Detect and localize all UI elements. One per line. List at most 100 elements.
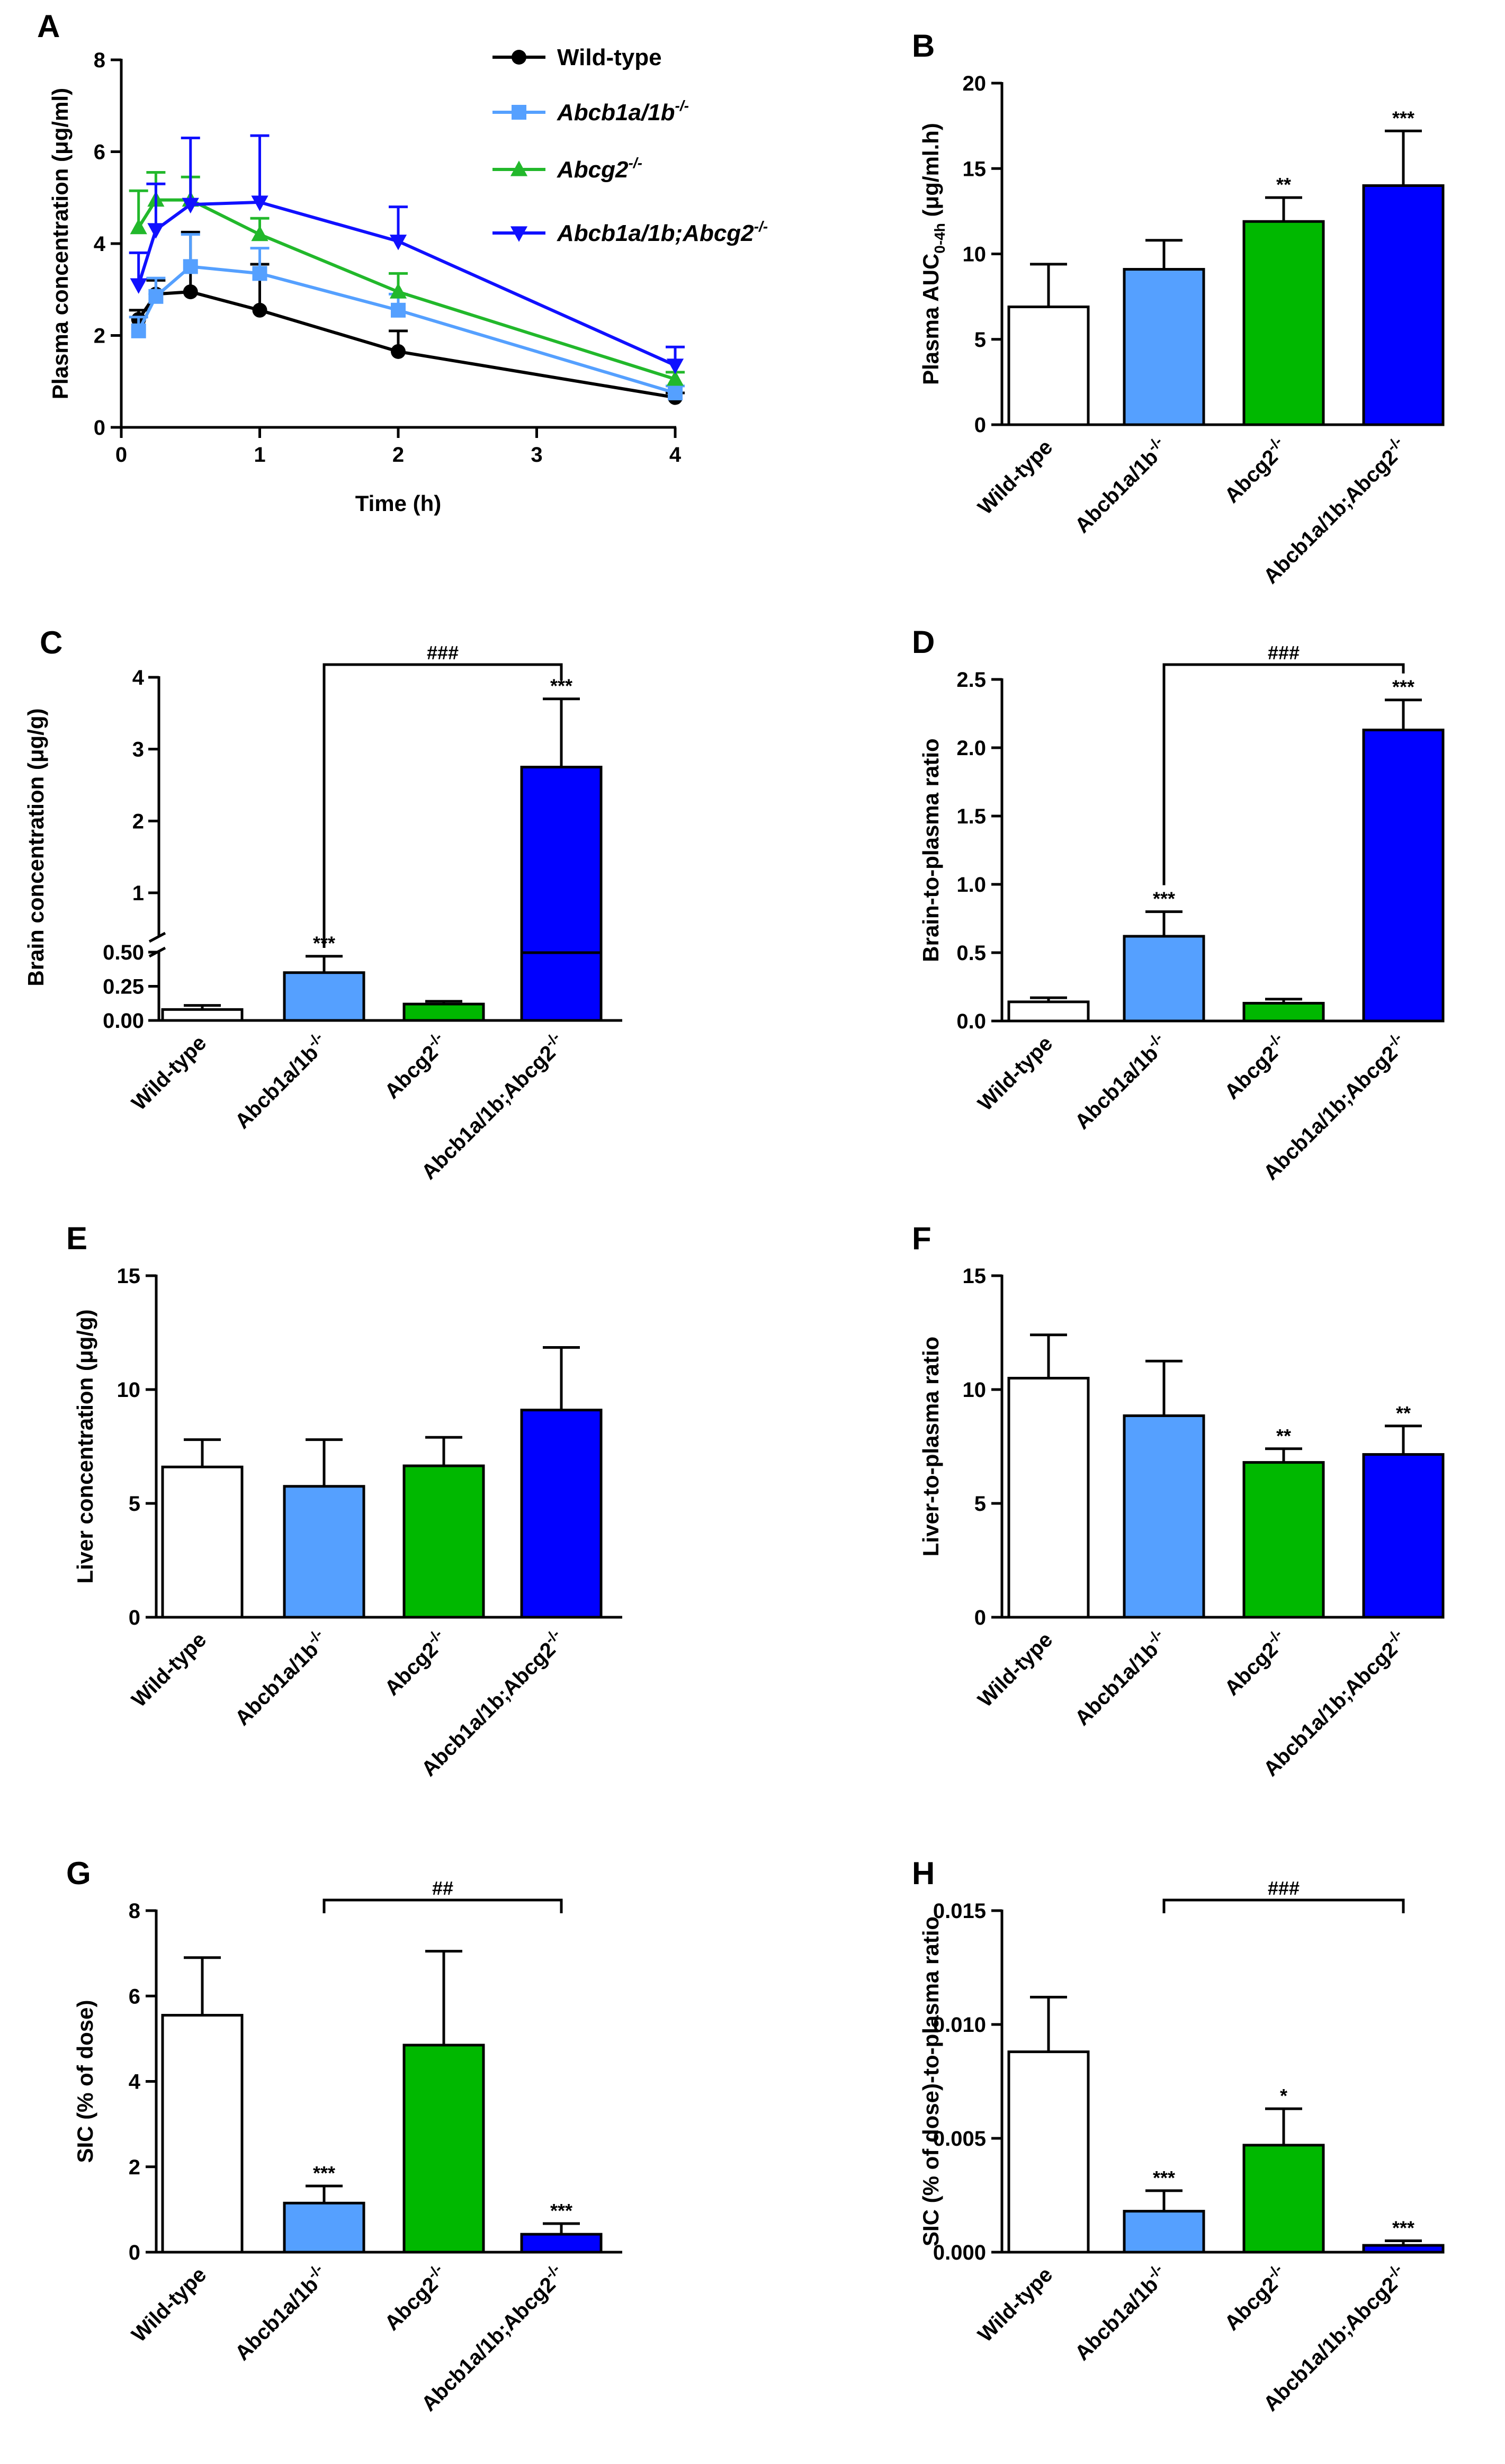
legend-superscript: -/- — [675, 97, 689, 114]
category-name: Abcb1a/1b — [231, 1638, 323, 1730]
bar — [161, 1465, 244, 1619]
y-tick-label: 2 — [129, 2156, 140, 2179]
bar — [1123, 935, 1205, 1023]
category-label: Abcg2-/- — [1218, 2261, 1292, 2335]
y-tick-label: 0.010 — [933, 2013, 986, 2037]
y-tick-label: 0.5 — [956, 942, 986, 965]
y-tick-label: 0.0 — [956, 1010, 986, 1033]
significance-label: *** — [1392, 107, 1414, 129]
data-point — [130, 278, 147, 294]
data-point — [666, 370, 684, 386]
data-point — [389, 283, 407, 299]
legend-label: Abcb1a/1b-/- — [557, 97, 689, 126]
significance-label: ** — [1276, 1425, 1291, 1447]
category-label: Abcb1a/1b-/- — [1068, 1029, 1172, 1134]
bracket-label: ### — [1268, 642, 1300, 664]
y-axis-label-text: Liver-to-plasma ratio — [918, 1337, 943, 1556]
series-1 — [129, 233, 685, 400]
category-label: Wild-type — [973, 435, 1057, 519]
data-point — [668, 385, 683, 400]
data-point — [391, 302, 406, 318]
data-point — [130, 218, 147, 235]
bar — [283, 971, 365, 1022]
bar — [1007, 2050, 1090, 2254]
y-tick-label: 3 — [132, 738, 144, 761]
legend-name: Wild-type — [557, 44, 662, 70]
y-tick-label: 10 — [117, 1378, 141, 1402]
y-tick-label: 2.0 — [956, 737, 986, 760]
data-point — [666, 359, 684, 374]
category-label: Abcg2-/- — [378, 1626, 452, 1700]
y-tick-label: 2 — [132, 810, 144, 833]
bracket-label: ## — [432, 1877, 453, 1899]
comparison-bracket — [322, 1898, 563, 1913]
data-point — [251, 225, 268, 241]
series-3 — [129, 134, 685, 374]
bar — [1242, 1461, 1325, 1619]
panel-a: A Plasma concentration (μg/ml) Time (h) 0 2 4… — [37, 8, 768, 516]
y-tick-label: 4 — [132, 666, 145, 689]
category-name: Abcb1a/1b — [231, 2273, 323, 2365]
x-tick-label: 0 — [115, 443, 127, 467]
data-point — [183, 259, 198, 274]
category-label: Abcg2-/- — [1218, 433, 1292, 507]
bar — [1362, 728, 1445, 1023]
bar — [1007, 1000, 1090, 1023]
category-name: Abcb1a/1b;Abcg2 — [1259, 1042, 1402, 1185]
bar — [283, 2201, 365, 2254]
data-point — [252, 266, 267, 281]
panel-e: E Liver concentration (μg/g) 0 5 10 15 Wild-ty… — [66, 1221, 622, 1781]
comparison-bracket — [322, 663, 563, 948]
y-tick-label: 2.5 — [956, 668, 986, 692]
y-axis-label: Liver concentration (μg/g) — [73, 1309, 97, 1583]
bar — [1242, 1001, 1325, 1023]
panel-label: H — [912, 1856, 935, 1891]
significance-label: ** — [1396, 1402, 1411, 1424]
axis-break-mark — [148, 931, 166, 943]
y-tick-label: 15 — [117, 1265, 141, 1288]
legend-label: Abcb1a/1b;Abcg2-/- — [557, 218, 768, 246]
legend-superscript: -/- — [754, 218, 768, 235]
category-label: Abcb1a/1b-/- — [1068, 2261, 1172, 2365]
y-tick-label: 0 — [974, 414, 986, 437]
y-tick-label: 0 — [94, 416, 105, 440]
category-label: Abcb1a/1b-/- — [1068, 433, 1172, 537]
category-name: Wild-type — [973, 2263, 1057, 2346]
panel-d: D Brain-to-plasma ratio 0.0 0.5 1.0 1.5 2.0 2.5… — [912, 624, 1445, 1185]
y-axis-label: SIC (% of dose)-to-plasma ratio — [918, 1916, 943, 2246]
y-tick-label: 5 — [974, 1492, 986, 1516]
series-0 — [129, 230, 685, 405]
bar — [1242, 2144, 1325, 2254]
y-tick-label: 8 — [94, 49, 105, 72]
panel-label: F — [912, 1221, 931, 1256]
data-point — [512, 50, 526, 65]
bar — [1007, 305, 1090, 426]
y-tick-label: 1 — [132, 882, 144, 905]
y-tick-label: 15 — [963, 1265, 987, 1288]
data-point — [148, 289, 164, 304]
y-tick-label: 0.50 — [103, 941, 144, 964]
y-tick-label: 0.00 — [103, 1009, 144, 1033]
category-name: Abcb1a/1b — [1071, 2273, 1163, 2365]
data-point — [251, 195, 268, 211]
data-point — [182, 198, 199, 214]
significance-label: * — [1280, 2085, 1287, 2107]
panel-label: D — [912, 624, 935, 660]
category-name: Abcb1a/1b;Abcg2 — [417, 2273, 560, 2416]
y-tick-label: 5 — [974, 328, 986, 352]
category-name: Abcb1a/1b;Abcg2 — [417, 1638, 560, 1781]
category-name: Abcb1a/1b;Abcg2 — [1259, 2273, 1402, 2416]
category-name: Abcb1a/1b;Abcg2 — [417, 1041, 560, 1184]
significance-label: *** — [1153, 2167, 1175, 2189]
data-point — [510, 160, 528, 176]
category-label: Abcb1a/1b;Abcg2-/- — [1257, 433, 1412, 588]
y-tick-label: 10 — [963, 243, 987, 266]
panel-label: E — [66, 1221, 87, 1256]
significance-label: *** — [550, 2200, 572, 2221]
bar — [520, 951, 603, 1022]
x-tick-label: 3 — [531, 443, 542, 467]
bar — [1007, 1377, 1090, 1619]
data-point — [389, 235, 407, 250]
